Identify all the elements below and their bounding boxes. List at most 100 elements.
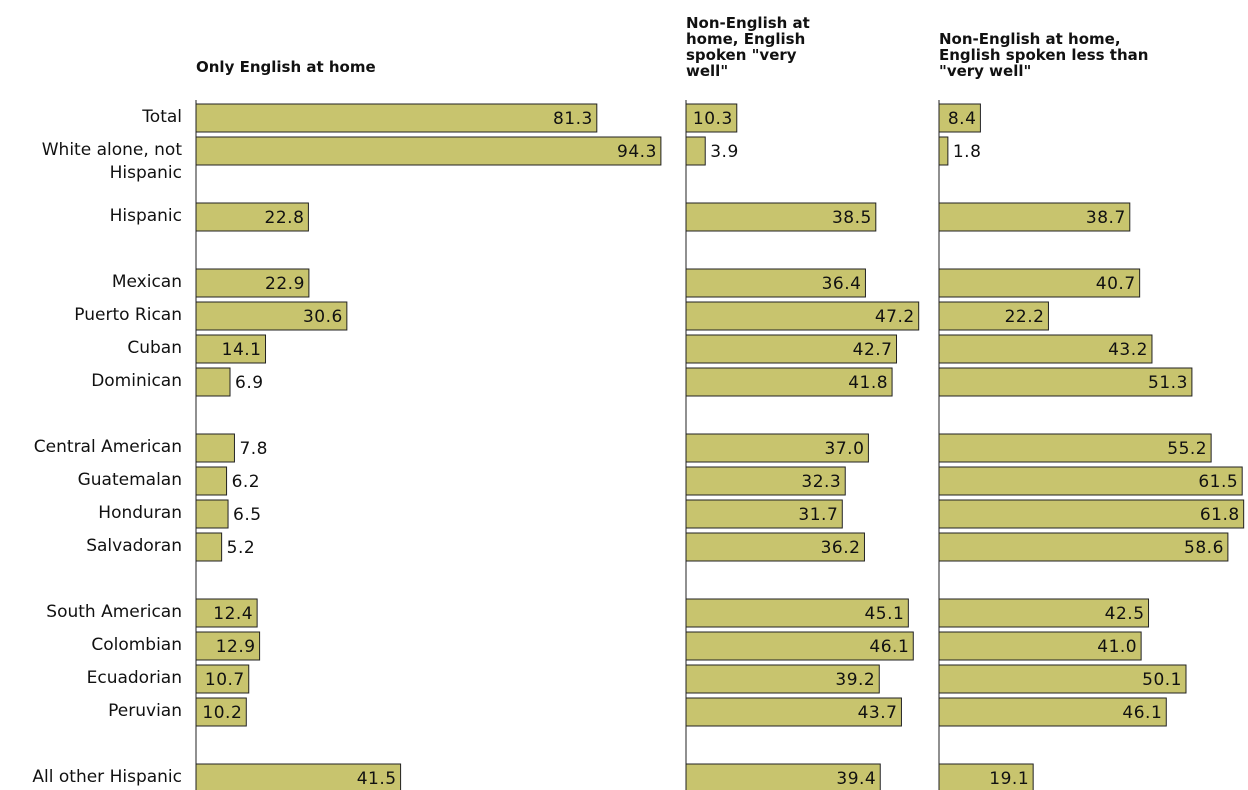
value-label: 3.9 (710, 142, 739, 162)
value-label: 32.3 (801, 472, 841, 492)
value-label: 6.9 (235, 373, 264, 393)
bar (195, 103, 598, 133)
bar (685, 202, 877, 232)
bar (938, 697, 1167, 727)
bar (938, 334, 1153, 364)
panel-title: Non-English at home, English spoken "ver… (686, 14, 810, 80)
bar (685, 367, 893, 397)
bar (938, 631, 1142, 661)
value-label: 6.2 (232, 472, 261, 492)
bar (685, 664, 880, 694)
category-label: Puerto Rican (74, 305, 182, 325)
value-label: 39.2 (835, 670, 875, 690)
value-label: 36.2 (821, 538, 861, 558)
value-label: 40.7 (1096, 274, 1136, 294)
bar (195, 466, 228, 496)
bar (938, 367, 1193, 397)
value-label: 5.2 (227, 538, 256, 558)
value-label: 42.5 (1105, 604, 1145, 624)
value-label: 42.7 (853, 340, 893, 360)
value-label: 14.1 (222, 340, 262, 360)
value-label: 51.3 (1148, 373, 1188, 393)
bar (195, 268, 310, 298)
value-label: 81.3 (553, 109, 593, 129)
bar (685, 697, 902, 727)
value-label: 19.1 (989, 769, 1029, 789)
value-label: 38.5 (832, 208, 872, 228)
value-label: 12.9 (216, 637, 256, 657)
category-label: Total (142, 107, 182, 127)
value-label: 45.1 (864, 604, 904, 624)
bar (938, 202, 1131, 232)
value-label: 22.2 (1005, 307, 1045, 327)
value-label: 50.1 (1142, 670, 1182, 690)
category-label: Dominican (91, 371, 182, 391)
bar (685, 103, 738, 133)
bar (685, 499, 843, 529)
value-label: 41.5 (357, 769, 397, 789)
bar (938, 301, 1049, 331)
bar (938, 103, 981, 133)
bar (195, 631, 261, 661)
panel-title: Non-English at home, English spoken less… (939, 30, 1149, 80)
value-label: 12.4 (213, 604, 253, 624)
value-label: 8.4 (948, 109, 977, 129)
bar (195, 598, 258, 628)
bar (685, 433, 869, 463)
category-label: Colombian (91, 635, 182, 655)
bar (938, 433, 1212, 463)
panel-title: Only English at home (196, 58, 376, 76)
bar (195, 334, 267, 364)
value-label: 38.7 (1086, 208, 1126, 228)
bar (195, 763, 402, 790)
value-label: 61.5 (1198, 472, 1238, 492)
value-label: 61.8 (1200, 505, 1240, 525)
value-label: 43.7 (858, 703, 898, 723)
value-label: 22.8 (265, 208, 305, 228)
value-label: 1.8 (953, 142, 982, 162)
category-label: Central American (33, 437, 182, 457)
value-label: 37.0 (825, 439, 865, 459)
category-label: White alone, not Hispanic (41, 140, 182, 183)
value-label: 36.4 (822, 274, 862, 294)
value-label: 47.2 (875, 307, 915, 327)
value-label: 31.7 (798, 505, 838, 525)
category-label: Peruvian (108, 701, 182, 721)
value-label: 41.8 (848, 373, 888, 393)
bar (938, 136, 949, 166)
value-label: 46.1 (1122, 703, 1162, 723)
bar (938, 466, 1243, 496)
bar (685, 136, 706, 166)
bar (195, 664, 250, 694)
bar (685, 301, 920, 331)
value-label: 22.9 (265, 274, 305, 294)
bar (938, 532, 1229, 562)
category-label: Ecuadorian (86, 668, 182, 688)
value-label: 58.6 (1184, 538, 1224, 558)
bar (195, 202, 309, 232)
bar (195, 697, 247, 727)
bar (195, 499, 229, 529)
value-label: 30.6 (303, 307, 343, 327)
category-label: All other Hispanic (32, 767, 182, 787)
bar (685, 598, 909, 628)
bar (938, 664, 1187, 694)
bar (685, 466, 846, 496)
value-label: 10.3 (693, 109, 733, 129)
value-label: 7.8 (239, 439, 268, 459)
bar (195, 136, 662, 166)
category-label: South American (46, 602, 182, 622)
category-label: Mexican (111, 272, 182, 292)
bar (685, 334, 898, 364)
category-label: Guatemalan (77, 470, 182, 490)
bar (938, 268, 1141, 298)
bar (938, 763, 1034, 790)
category-label: Salvadoran (86, 536, 182, 556)
value-label: 55.2 (1167, 439, 1207, 459)
bar (938, 598, 1150, 628)
category-label: Cuban (127, 338, 182, 358)
value-label: 39.4 (836, 769, 876, 789)
bar (195, 367, 231, 397)
